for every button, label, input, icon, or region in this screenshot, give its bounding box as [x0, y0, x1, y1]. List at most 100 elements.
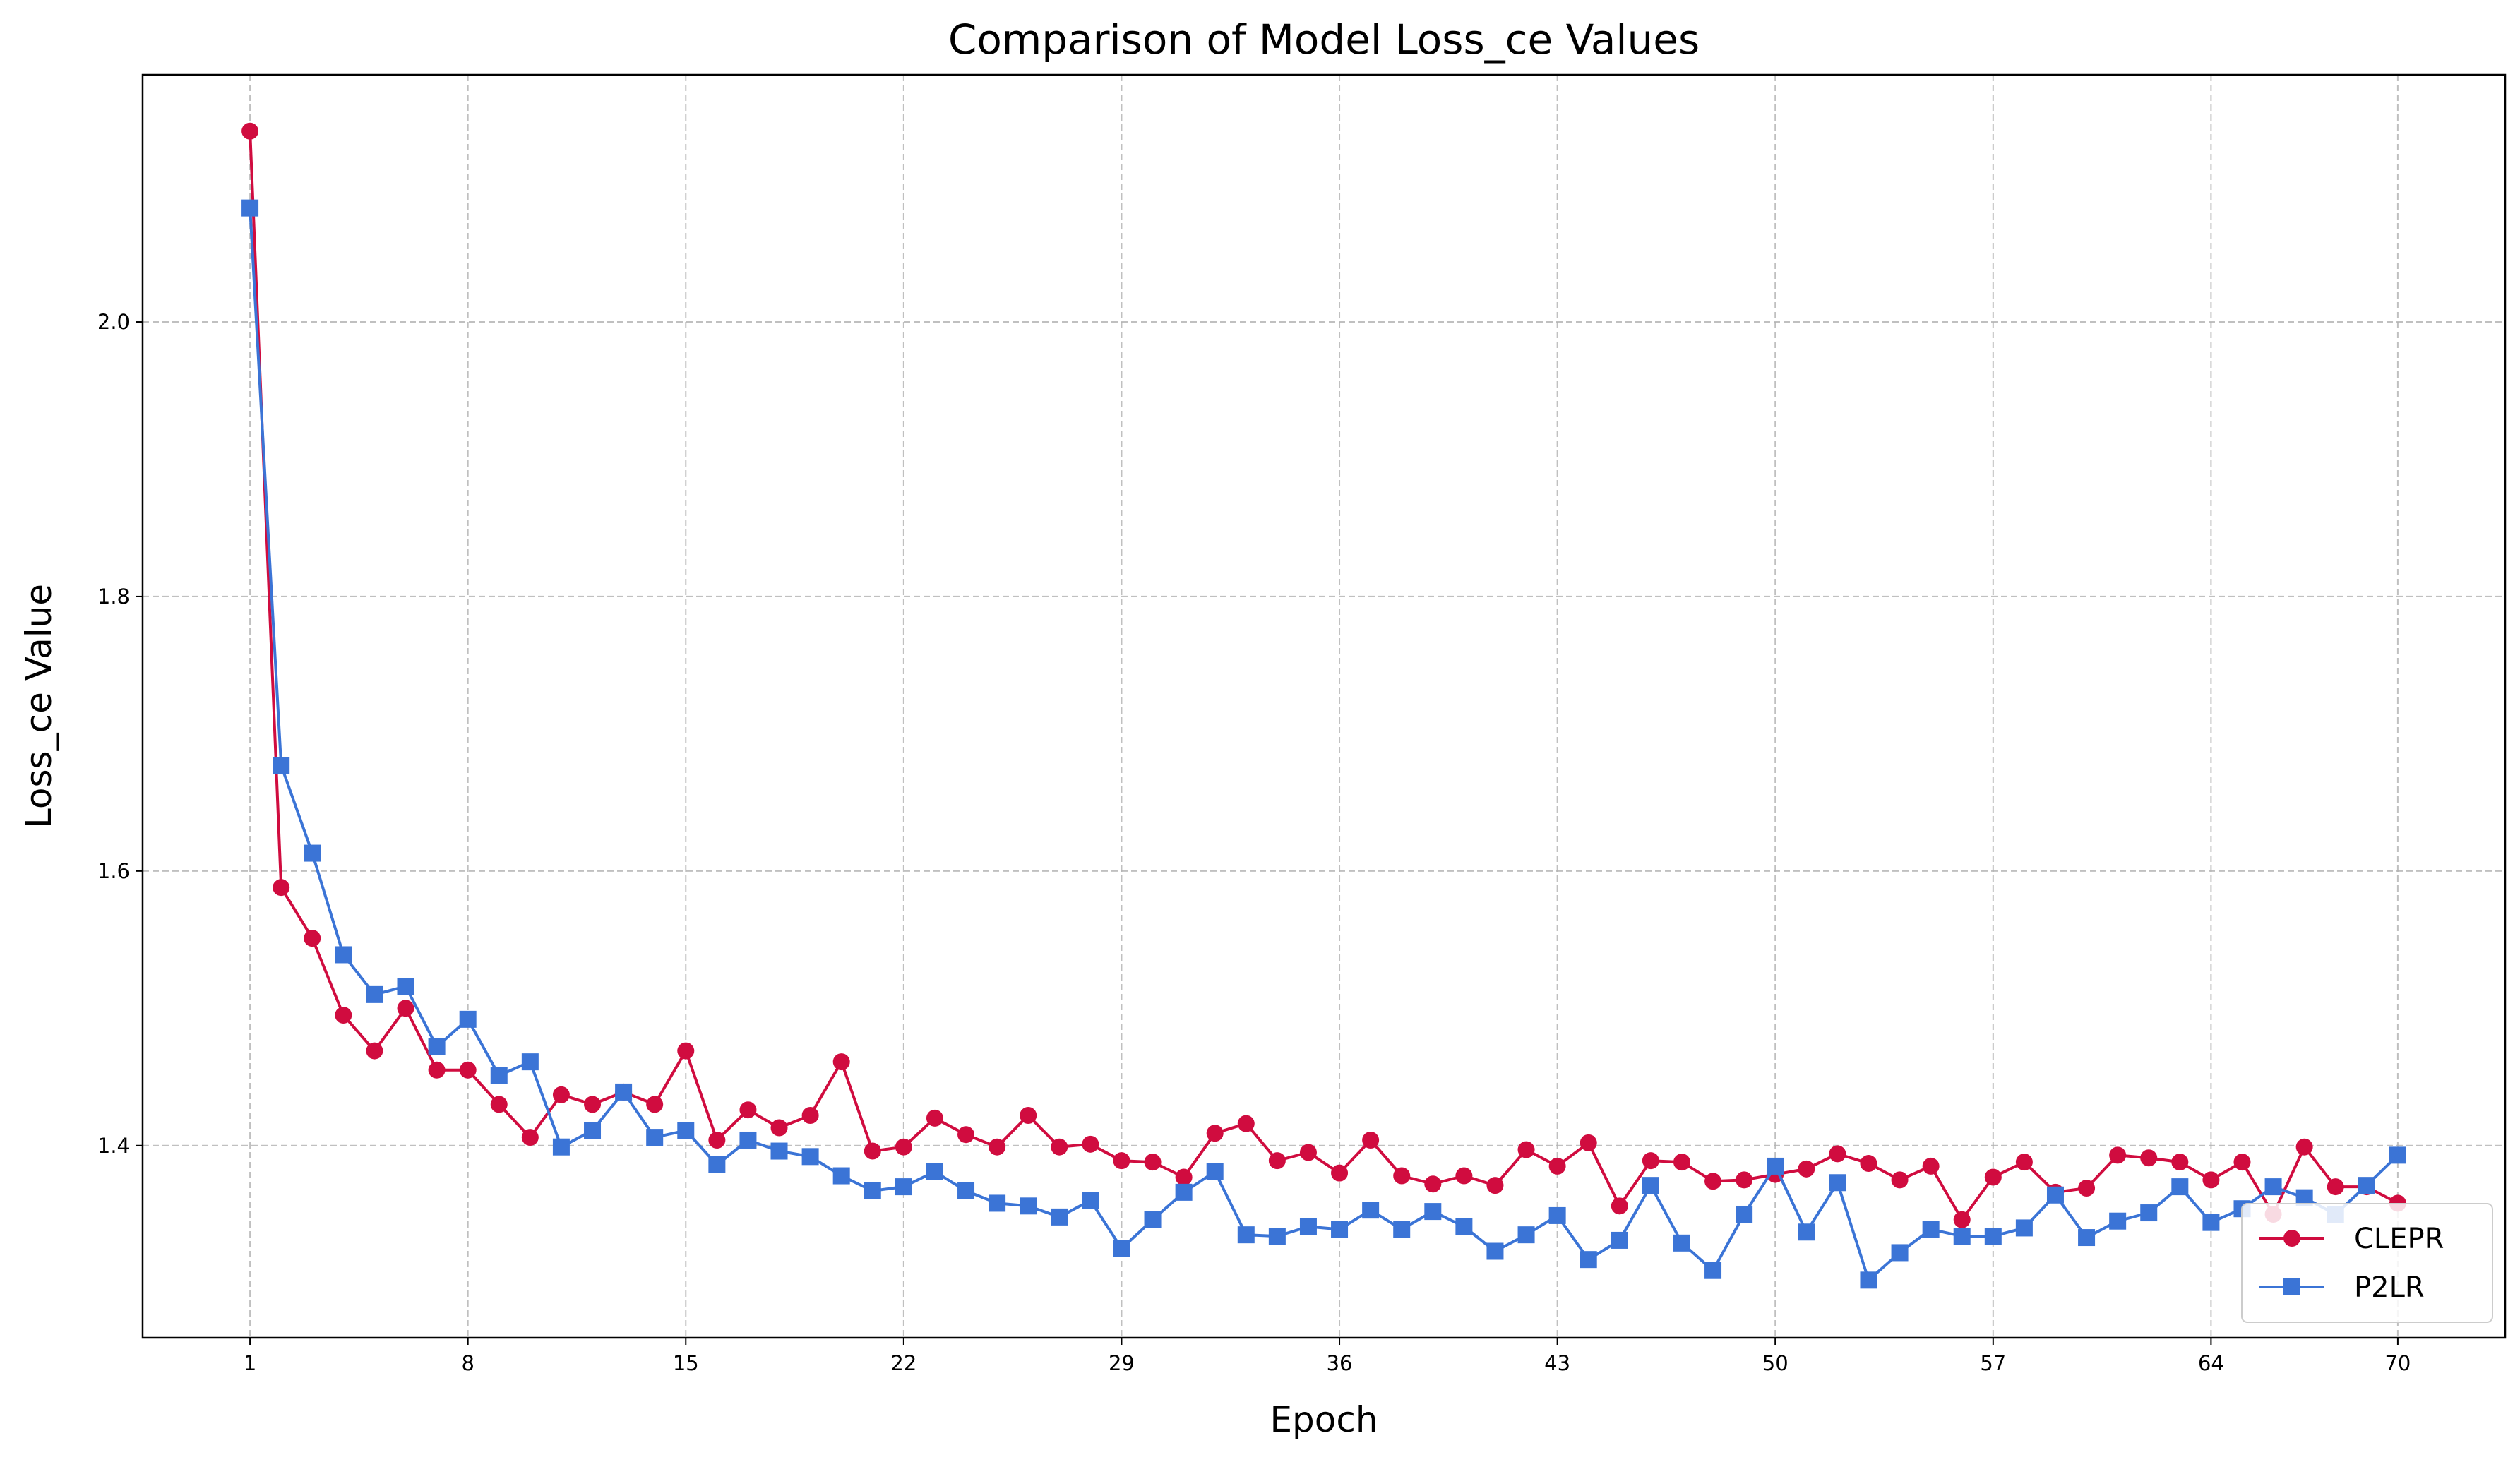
x-tick-label: 36 — [1327, 1351, 1353, 1375]
legend-marker-p2lr — [2283, 1278, 2300, 1295]
p2lr-point — [1268, 1228, 1286, 1245]
clepr-point — [335, 1007, 352, 1024]
clepr-point — [2109, 1146, 2127, 1164]
p2lr-point — [646, 1129, 664, 1146]
p2lr-point — [1206, 1163, 1224, 1180]
clepr-point — [1642, 1152, 1659, 1170]
p2lr-point — [241, 199, 259, 217]
p2lr-point — [2264, 1178, 2282, 1196]
p2lr-point — [864, 1182, 881, 1199]
p2lr-point — [1486, 1242, 1504, 1260]
clepr-point — [2140, 1149, 2158, 1167]
y-tick-label: 1.8 — [97, 585, 130, 609]
p2lr-point — [2358, 1177, 2375, 1194]
clepr-point — [957, 1126, 975, 1144]
p2lr-point — [304, 844, 321, 862]
grid — [143, 75, 2505, 1338]
p2lr-point — [2078, 1229, 2096, 1247]
clepr-point — [2202, 1171, 2220, 1189]
p2lr-point — [832, 1167, 850, 1185]
clepr-point — [1829, 1145, 1846, 1163]
clepr-point — [801, 1106, 819, 1124]
p2lr-point — [584, 1122, 602, 1139]
clepr-point — [1455, 1167, 1473, 1185]
p2lr-point — [2140, 1204, 2158, 1222]
p2lr-point — [1175, 1183, 1193, 1201]
p2lr-point — [1891, 1244, 1909, 1262]
y-tick-label: 1.6 — [97, 859, 130, 883]
p2lr-point — [957, 1182, 975, 1199]
p2lr-point — [801, 1148, 819, 1166]
x-tick-label: 64 — [2198, 1351, 2224, 1375]
legend-marker-clepr — [2283, 1230, 2300, 1247]
x-tick-label: 29 — [1109, 1351, 1135, 1375]
p2lr-point — [1424, 1203, 1442, 1221]
clepr-point — [304, 930, 321, 947]
p2lr-point — [273, 757, 290, 774]
p2lr-point — [1517, 1226, 1535, 1244]
x-tick-label: 1 — [244, 1351, 256, 1375]
p2lr-point — [2389, 1146, 2406, 1164]
p2lr-point — [1299, 1218, 1317, 1235]
clepr-point — [864, 1142, 881, 1160]
clepr-point — [1984, 1168, 2002, 1186]
clepr-point — [1548, 1157, 1566, 1175]
clepr-point — [1144, 1154, 1162, 1171]
p2lr-point — [2109, 1212, 2127, 1230]
p2lr-point — [521, 1053, 539, 1071]
p2lr-point — [1051, 1208, 1068, 1226]
p2lr-point — [989, 1194, 1006, 1212]
legend-label-clepr: CLEPR — [2354, 1223, 2444, 1255]
p2lr-point — [397, 978, 414, 995]
p2lr-point — [708, 1156, 726, 1173]
clepr-point — [1736, 1171, 1753, 1189]
clepr-point — [1798, 1160, 1815, 1178]
clepr-point — [1082, 1135, 1099, 1153]
p2lr-point — [335, 946, 352, 964]
clepr-point — [459, 1061, 477, 1079]
p2lr-point — [1767, 1157, 1784, 1175]
p2lr-point — [1113, 1240, 1130, 1257]
clepr-point — [895, 1138, 912, 1156]
clepr-point — [1237, 1115, 1255, 1132]
clepr-point — [490, 1096, 508, 1113]
clepr-point — [1953, 1211, 1971, 1228]
clepr-point — [428, 1061, 446, 1079]
p2lr-point — [1984, 1228, 2002, 1245]
p2lr-point — [926, 1163, 943, 1180]
p2lr-point — [1611, 1231, 1628, 1249]
p2lr-point — [739, 1131, 757, 1149]
x-tick-label: 22 — [890, 1351, 916, 1375]
p2lr-point — [1082, 1192, 1099, 1209]
clepr-point — [1175, 1168, 1193, 1186]
clepr-point — [646, 1096, 664, 1113]
p2lr-line — [249, 208, 2399, 1282]
clepr-point — [1517, 1141, 1535, 1158]
chart-title: Comparison of Model Loss_ce Values — [948, 16, 1700, 64]
clepr-point — [1486, 1177, 1504, 1194]
p2lr-point — [366, 985, 383, 1003]
clepr-point — [584, 1096, 602, 1113]
p2lr-point — [2046, 1186, 2064, 1204]
clepr-point — [1393, 1167, 1411, 1185]
p2lr-point — [1736, 1205, 1753, 1223]
clepr-point — [1673, 1154, 1690, 1171]
p2lr-point — [1673, 1234, 1690, 1252]
clepr-point — [1611, 1197, 1628, 1215]
clepr-point — [1051, 1138, 1068, 1156]
clepr-point — [770, 1119, 788, 1137]
clepr-point — [2327, 1178, 2344, 1196]
p2lr-point — [1922, 1221, 1940, 1238]
p2lr-point — [1331, 1221, 1349, 1238]
p2lr-point — [490, 1067, 508, 1084]
axis-ticks: 1 8 15 22 29 36 43 50 57 64 70 1.4 1.6 1.8 2.0 — [97, 310, 2411, 1375]
p2lr-point — [1860, 1271, 1877, 1289]
clepr-point — [1704, 1173, 1722, 1190]
clepr-point — [366, 1042, 383, 1060]
clepr-point — [397, 1000, 414, 1017]
clepr-point — [1580, 1134, 1597, 1151]
p2lr-point — [1580, 1251, 1597, 1269]
clepr-point — [708, 1131, 726, 1149]
p2lr-point — [1642, 1177, 1659, 1194]
